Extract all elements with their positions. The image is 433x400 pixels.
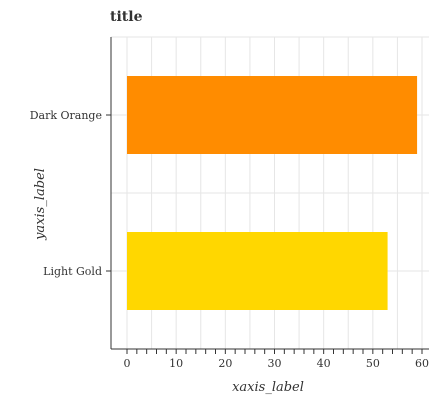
x-tick-label: 30 <box>268 357 282 370</box>
x-tick-label: 40 <box>317 357 331 370</box>
tick-labels: Dark Orange Light Gold 0 10 20 30 40 50 60 <box>30 109 429 370</box>
bars <box>127 76 418 310</box>
y-tick-label: Light Gold <box>43 265 102 278</box>
chart-title: title <box>110 9 143 25</box>
x-tick-label: 10 <box>169 357 183 370</box>
axes <box>106 37 429 354</box>
x-tick-label: 0 <box>124 357 131 370</box>
y-tick-label: Dark Orange <box>30 109 102 122</box>
bar-light-gold <box>127 232 388 310</box>
x-tick-label: 50 <box>366 357 380 370</box>
y-axis-title: yaxis_label <box>33 168 48 241</box>
x-tick-label: 20 <box>218 357 232 370</box>
x-tick-label: 60 <box>415 357 429 370</box>
bar-dark-orange <box>127 76 418 154</box>
x-axis-title: xaxis_label <box>232 380 304 395</box>
